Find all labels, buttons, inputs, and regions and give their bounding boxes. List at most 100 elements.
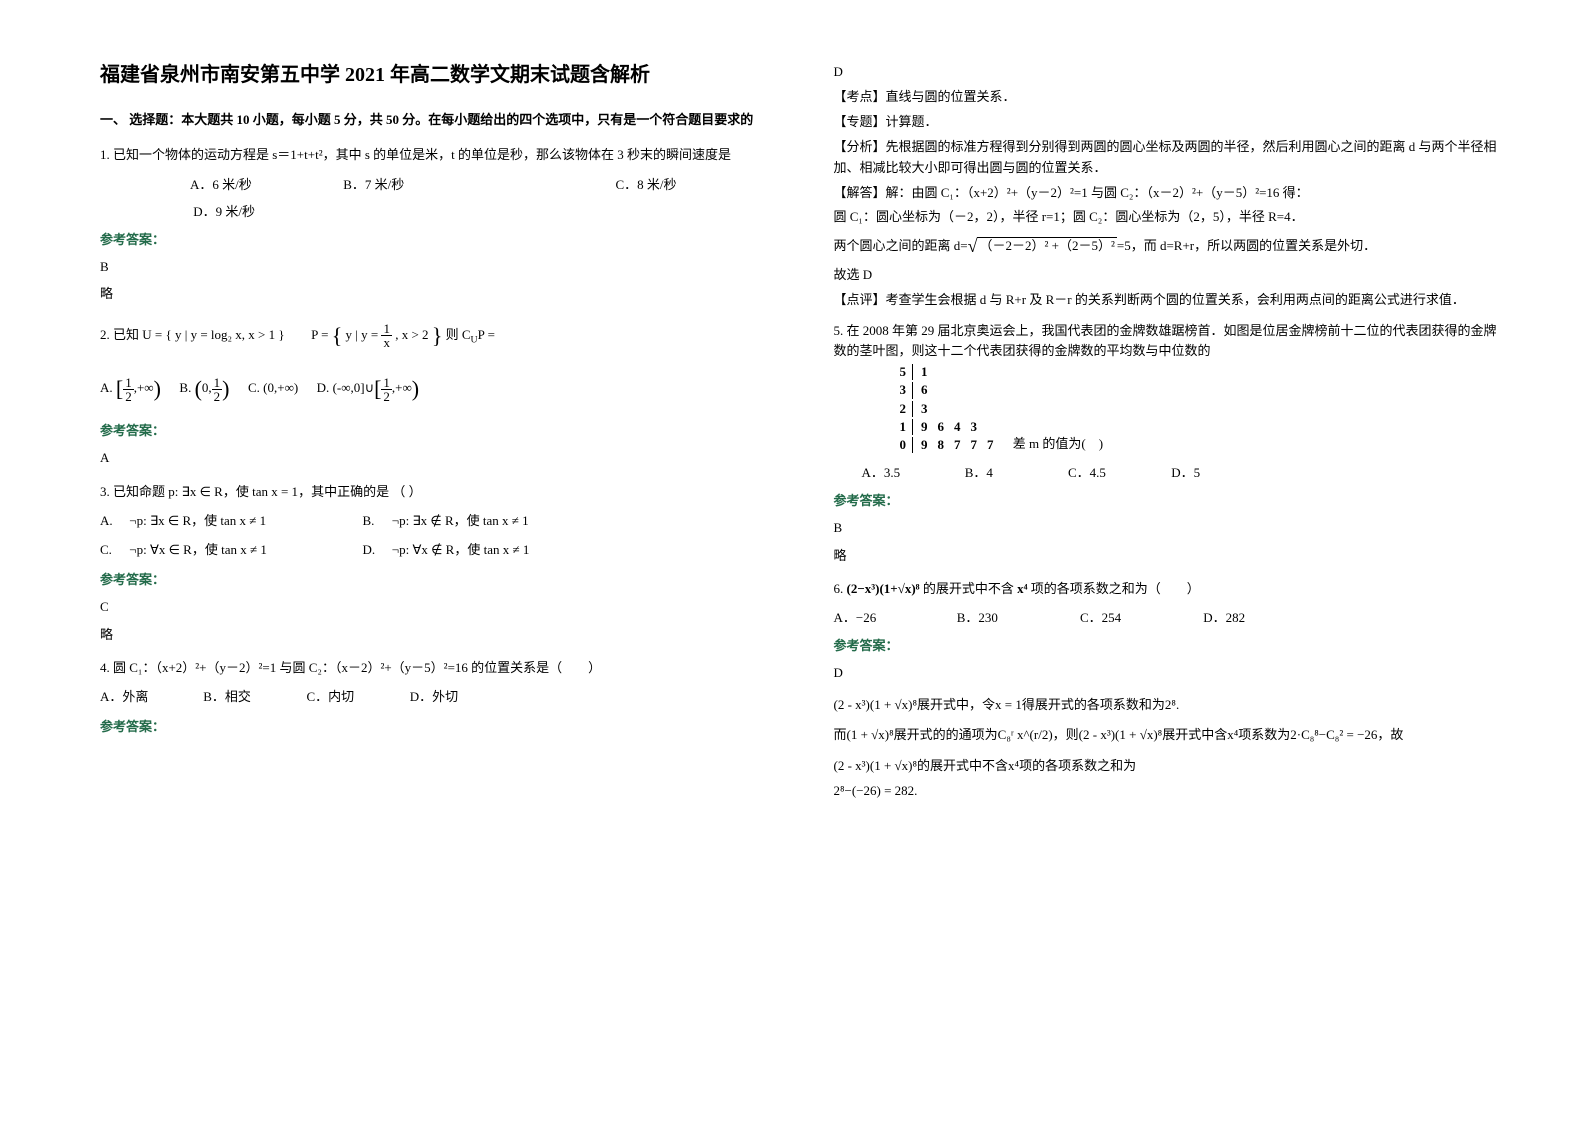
q2-optA-lb: [	[116, 376, 123, 401]
q2-optD-rb: )	[412, 376, 419, 401]
q2-optB-pre: B.	[179, 380, 191, 395]
q4-optC: C．内切	[307, 685, 407, 708]
q2-optA-rb: )	[154, 376, 161, 401]
q3-optA: ¬p: ∃x ∈ R，使 tan x ≠ 1	[129, 509, 359, 532]
q3-optD-pre: D.	[363, 538, 389, 561]
q5-options: A．3.5 B．4 C．4.5 D．5	[834, 461, 1508, 484]
q2-optB-rb: )	[222, 376, 229, 401]
q2-optD-inf: ,+∞	[392, 380, 412, 395]
q5-optD: D．5	[1171, 461, 1271, 484]
q6-sol-l2-coef: 2·C₈⁸−C₈² = −26	[1290, 727, 1377, 742]
q3-stem: 3. 已知命题 p: ∃x ∈ R，使 tan x = 1，其中正确的是 （ ）	[100, 480, 774, 503]
q5-stem: 5. 在 2008 年第 29 届北京奥运会上，我国代表团的金牌数雄踞榜首．如图…	[834, 321, 1508, 363]
q2-lbrace: {	[332, 323, 343, 348]
q1-omit: 略	[100, 282, 774, 305]
q4-dianping: 【点评】考查学生会根据 d 与 R+r 及 R－r 的关系判断两个圆的位置关系，…	[834, 290, 1508, 311]
q6-sol-l1-val: 2⁸	[1165, 697, 1176, 712]
q6-optC: C．254	[1080, 606, 1200, 629]
q6-options: A．−26 B．230 C．254 D．282	[834, 606, 1508, 629]
q2-P-inner-tail: , x > 2	[395, 327, 428, 342]
q3-omit: 略	[100, 623, 774, 646]
q1-optD: D．9 米/秒	[193, 200, 343, 223]
q4-jieda-l3: 两个圆心之间的距离 d=√（－2－2）² +（2－5）²=5，而 d=R+r，所…	[834, 232, 1508, 261]
q3-p: p: ∃x ∈ R，使 tan x = 1	[168, 484, 298, 499]
sl-leaf: 6	[915, 382, 1008, 398]
q6-sol-l4: 2⁸−(−26) = 282.	[834, 781, 1508, 802]
q4-sqrt-sign: √	[968, 236, 978, 256]
q2-optA-pre: A.	[100, 380, 113, 395]
q2-optC: (0,+∞)	[263, 380, 298, 395]
sl-row: 19643	[896, 419, 1008, 435]
q2-U-set: U = { y | y = log₂ x, x > 1 }	[142, 327, 284, 342]
q3-answer-label: 参考答案：	[100, 568, 774, 591]
q3-tail: ，其中正确的是 （ ）	[298, 484, 422, 499]
q4-answer: D	[834, 60, 1508, 83]
q5-tail: 差 m 的值为( )	[1013, 432, 1103, 455]
q6-optD: D．282	[1203, 606, 1323, 629]
section-1-header: 一、 选择题：本大题共 10 小题，每小题 5 分，共 50 分。在每小题给出的…	[100, 108, 774, 131]
q4-jieda-l3b: =5，而 d=R+r，所以两圆的位置关系是外切．	[1117, 238, 1376, 253]
q6-tail: 项的各项系数之和为（ ）	[1027, 581, 1199, 596]
q1-options-row1: A．6 米/秒 B．7 米/秒 C．8 米/秒	[100, 173, 774, 196]
q4-dianping-text: 考查学生会根据 d 与 R+r 及 R－r 的关系判断两个圆的位置关系，会利用两…	[886, 292, 1465, 307]
sl-stem: 1	[896, 419, 914, 435]
q4-optA: A．外离	[100, 685, 200, 708]
q4-optD: D．外切	[410, 685, 510, 708]
q5-omit: 略	[834, 544, 1508, 567]
q2-optD-part1: (-∞,0]∪	[333, 380, 375, 395]
q5-optC: C．4.5	[1068, 461, 1168, 484]
q4-fenxi-text: 先根据圆的标准方程得到分别得到两圆的圆心坐标及两圆的半径，然后利用圆心之间的距离…	[834, 139, 1497, 175]
q6-optA: A．−26	[834, 606, 954, 629]
sl-stem: 3	[896, 382, 914, 398]
q6-optB: B．230	[957, 606, 1077, 629]
q2-pre: 2. 已知	[100, 327, 139, 342]
q5-answer-label: 参考答案：	[834, 489, 1508, 512]
q2-optB-frac: 12	[212, 376, 223, 403]
sl-leaf: 9643	[915, 419, 1008, 435]
q4-jieda-l1-text: 解：由圆 C₁：（x+2）²+（y－2）²=1 与圆 C₂：（x－2）²+（y－…	[886, 185, 1309, 200]
q5-stemleaf-wrap: 51 36 23 19643 098777 差 m 的值为( )	[834, 362, 1508, 455]
sl-row: 098777	[896, 437, 1008, 453]
q4-zhuanti-label: 【专题】	[834, 114, 886, 129]
q3-pre: 3. 已知命题	[100, 484, 168, 499]
q5-stemleaf: 51 36 23 19643 098777	[894, 362, 1010, 455]
q1-options-row2: D．9 米/秒	[100, 200, 774, 223]
q2-options: A. [12,+∞) B. (0,12) C. (0,+∞) D. (-∞,0]…	[100, 369, 774, 409]
q2-answer: A	[100, 446, 774, 469]
q2-optA-frac: 12	[123, 376, 134, 403]
q2-answer-label: 参考答案：	[100, 419, 774, 442]
q6-sol-l2-term: C₈ʳ x^(r/2)	[998, 727, 1053, 742]
q2-tail: 则 C	[446, 327, 471, 342]
sl-row: 51	[896, 364, 1008, 380]
q6-sol-l1b: 得展开式的各项系数和为	[1022, 697, 1165, 712]
q6-answer-label: 参考答案：	[834, 634, 1508, 657]
q5-tail-pre: 差 m 的值为(	[1013, 436, 1086, 451]
q3-optA-pre: A.	[100, 509, 126, 532]
q2-optD-pre: D.	[317, 380, 330, 395]
q2-optA-inf: ,+∞	[134, 380, 154, 395]
q4-kaodian-label: 【考点】	[834, 89, 886, 104]
q4-kaodian-text: 直线与圆的位置关系．	[886, 89, 1016, 104]
q4-kaodian: 【考点】直线与圆的位置关系．	[834, 87, 1508, 108]
q5-optA: A．3.5	[862, 461, 962, 484]
sl-leaf: 1	[915, 364, 1008, 380]
q3-answer: C	[100, 595, 774, 618]
q4-dianping-label: 【点评】	[834, 292, 886, 307]
page-title: 福建省泉州市南安第五中学 2021 年高二数学文期末试题含解析	[100, 60, 774, 90]
q1-optA: A．6 米/秒	[190, 173, 340, 196]
right-column: D 【考点】直线与圆的位置关系． 【专题】计算题． 【分析】先根据圆的标准方程得…	[804, 60, 1508, 1082]
q4-zhuanti: 【专题】计算题．	[834, 112, 1508, 133]
q6-mid: 的展开式中不含	[920, 581, 1018, 596]
q4-jieda-l3a: 两个圆心之间的距离 d=	[834, 238, 968, 253]
q3-optB-pre: B.	[363, 509, 389, 532]
q2-stem: 2. 已知 U = { y | y = log₂ x, x > 1 } P = …	[100, 316, 774, 356]
q4-stem: 4. 圆 C₁：（x+2）²+（y－2）²=1 与圆 C₂：（x－2）²+（y－…	[100, 656, 774, 679]
q4-sqrt-inner: （－2－2）² +（2－5）²	[977, 237, 1116, 253]
q4-answer-label: 参考答案：	[100, 715, 774, 738]
q2-tail-sub: U	[471, 334, 478, 345]
q5-optB: B．4	[965, 461, 1065, 484]
sl-row: 36	[896, 382, 1008, 398]
q4-jieda-l1: 【解答】解：由圆 C₁：（x+2）²+（y－2）²=1 与圆 C₂：（x－2）²…	[834, 183, 1508, 204]
q4-fenxi-label: 【分析】	[834, 139, 886, 154]
q2-optB-lb: (	[195, 376, 202, 401]
